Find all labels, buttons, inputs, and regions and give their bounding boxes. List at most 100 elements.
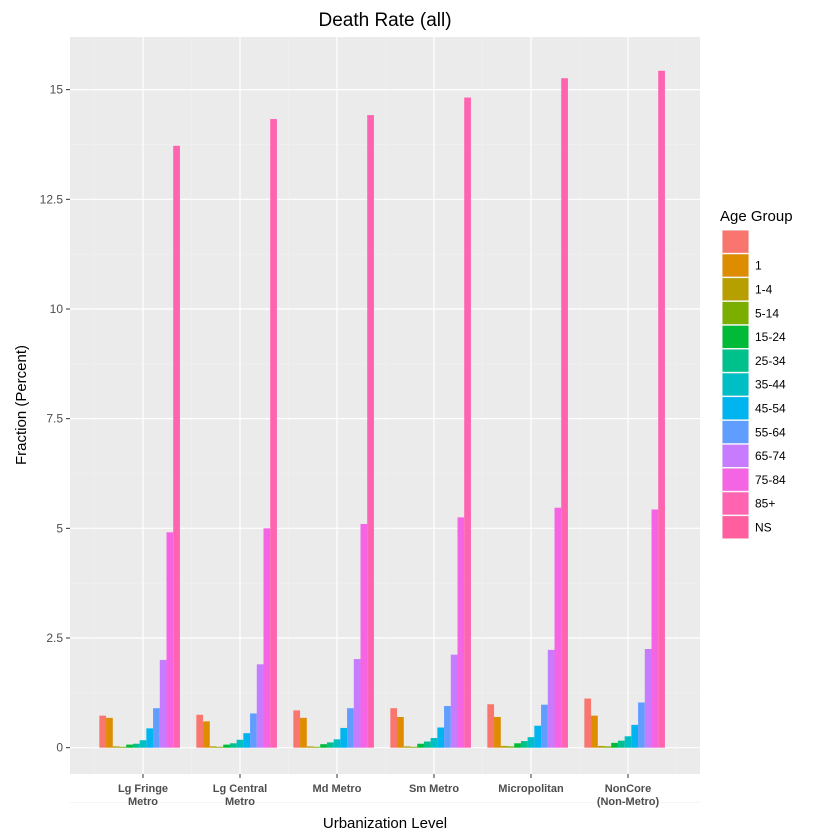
x-tick-label: Lg Fringe Metro [118, 783, 168, 808]
bar [229, 743, 237, 748]
bar [106, 717, 113, 748]
bar [658, 70, 665, 748]
bar [326, 742, 334, 748]
legend-title: Age Group [720, 208, 793, 225]
bar [450, 654, 458, 748]
bar [464, 97, 471, 748]
y-axis-title: Fraction (Percent) [13, 345, 30, 465]
y-tick-label: 5 [56, 521, 63, 535]
legend-label: 1-4 [755, 283, 773, 297]
bar [293, 710, 301, 748]
legend-key [722, 516, 749, 539]
legend-label: 55-64 [755, 425, 786, 439]
legend-key [722, 420, 749, 444]
bar [173, 145, 180, 748]
x-tick-label: Md Metro [313, 783, 362, 795]
y-tick-label: 10 [50, 302, 64, 316]
legend-label: 35-44 [755, 378, 786, 392]
bar [196, 714, 204, 748]
bar [256, 664, 264, 748]
bar [146, 728, 154, 748]
bar [527, 737, 535, 748]
x-tick-label: Micropolitan [498, 783, 564, 795]
y-axis-ticks: 0 2.5 5 7.5 10 12.5 15 [40, 83, 70, 755]
bar [507, 746, 515, 748]
bar [353, 659, 361, 748]
bar [313, 746, 321, 748]
bars [99, 70, 665, 748]
bar [360, 523, 368, 748]
bar [403, 746, 411, 748]
bar [347, 708, 354, 748]
y-tick-label: 0 [56, 741, 63, 755]
legend-label: 15-24 [755, 330, 786, 344]
bar [159, 659, 167, 748]
x-tick-label: NonCore (Non-Metro) [597, 783, 660, 808]
bar [617, 740, 625, 748]
bar [417, 743, 424, 748]
bar [139, 740, 147, 748]
bar [306, 746, 314, 748]
legend-label: 75-84 [755, 473, 786, 487]
bar [500, 745, 508, 748]
bar [132, 743, 140, 748]
legend-label: 1 [755, 259, 762, 273]
bar [554, 507, 562, 748]
x-tick-label: Lg Central Metro [213, 783, 267, 808]
bar [534, 725, 542, 748]
bar [166, 532, 174, 748]
legend-key [722, 444, 749, 467]
bar [209, 746, 217, 748]
legend-key [722, 325, 749, 348]
bar [223, 744, 230, 748]
x-axis-ticks: Lg Fringe Metro Lg Central Metro Md Metro Sm … [118, 774, 660, 808]
chart-title: Death Rate (all) [318, 10, 451, 31]
bar [561, 78, 568, 748]
bar [487, 704, 495, 748]
bar [591, 715, 598, 748]
legend-key [722, 230, 749, 253]
legend-key [722, 468, 749, 491]
bar [410, 746, 418, 748]
legend-key [722, 278, 749, 301]
bar [547, 649, 555, 748]
legend-label: 25-34 [755, 354, 786, 368]
y-tick-label: 15 [50, 83, 64, 97]
legend: Age Group 1 1-4 5-14 15-24 25-34 35-44 45-54 55… [720, 208, 793, 539]
y-tick-label: 12.5 [40, 192, 64, 206]
bar [457, 517, 465, 748]
bar [644, 648, 652, 748]
bar [423, 741, 431, 748]
x-axis-title: Urbanization Level [323, 815, 447, 832]
legend-label: NS [755, 521, 772, 535]
bar [203, 721, 210, 748]
bar [99, 715, 107, 748]
bar [112, 746, 120, 748]
bar [597, 745, 605, 748]
legend-key [722, 397, 749, 420]
y-tick-label: 2.5 [46, 631, 63, 645]
bar [604, 746, 612, 748]
legend-label: 5-14 [755, 306, 779, 320]
bar [340, 727, 348, 748]
bar [520, 741, 528, 748]
bar [444, 706, 451, 748]
x-tick-label: Sm Metro [409, 783, 459, 795]
bar [514, 743, 521, 748]
legend-key [722, 349, 749, 372]
legend-label: 65-74 [755, 449, 786, 463]
bar [270, 119, 277, 748]
bar [631, 724, 639, 748]
y-tick-label: 7.5 [46, 412, 63, 426]
bar [651, 509, 659, 748]
legend-key [722, 254, 749, 277]
bar [397, 716, 404, 748]
bar [126, 744, 133, 748]
legend-key [722, 301, 749, 325]
bar [320, 744, 327, 748]
legend-key [722, 492, 749, 515]
bar [300, 717, 307, 748]
bar [243, 733, 251, 748]
legend-key [722, 373, 749, 396]
